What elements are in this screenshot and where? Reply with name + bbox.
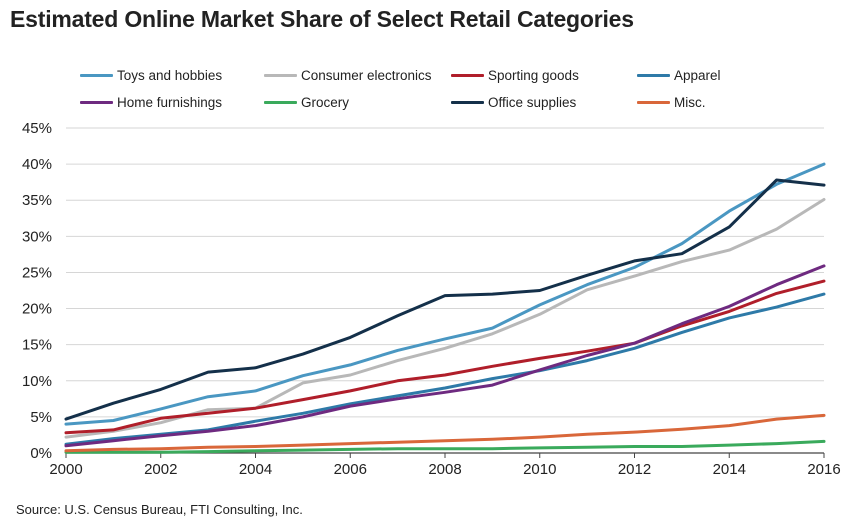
series-line-misc — [64, 413, 826, 453]
x-tick-label: 2002 — [144, 461, 177, 478]
x-tick-label: 2014 — [713, 461, 746, 478]
y-tick-label: 10% — [22, 373, 52, 390]
source-note: Source: U.S. Census Bureau, FTI Consulti… — [16, 502, 303, 517]
legend-label: Misc. — [674, 95, 706, 110]
legend-label: Toys and hobbies — [117, 68, 223, 83]
legend-swatch — [637, 74, 670, 77]
y-axis-ticks: 0% 5% 10% 15% 20% 25% 30% 35% 40% 45% — [22, 120, 52, 462]
legend-label: Grocery — [301, 95, 350, 110]
y-tick-label: 20% — [22, 301, 52, 318]
gridlines — [66, 127, 824, 454]
series-line-toys-and-hobbies — [64, 162, 826, 426]
legend-item-apparel: Apparel — [637, 68, 721, 83]
y-tick-label: 25% — [22, 264, 52, 281]
x-tick-label: 2008 — [428, 461, 461, 478]
series-line-office-supplies — [64, 178, 826, 421]
legend-label: Consumer electronics — [301, 68, 432, 83]
y-tick-label: 30% — [22, 228, 52, 245]
x-tick-label: 2006 — [334, 461, 367, 478]
y-tick-label: 5% — [30, 409, 52, 426]
y-tick-label: 45% — [22, 120, 52, 137]
legend-swatch — [451, 101, 484, 104]
legend-swatch — [80, 74, 113, 77]
legend-item-misc: Misc. — [637, 95, 706, 110]
x-tick-label: 2010 — [523, 461, 556, 478]
x-tick-label: 2016 — [807, 461, 840, 478]
legend-item-grocery: Grocery — [264, 95, 349, 110]
legend-swatch — [637, 101, 670, 104]
x-axis-ticks: 2000 2002 2004 2006 2008 2010 2012 2014 2016 — [49, 453, 841, 478]
x-tick-label: 2012 — [618, 461, 651, 478]
x-tick-label: 2004 — [239, 461, 272, 478]
legend-swatch — [80, 101, 113, 104]
legend-label: Sporting goods — [488, 68, 579, 83]
legend-item-home-furnishings: Home furnishings — [80, 95, 222, 110]
chart-title: Estimated Online Market Share of Select … — [10, 6, 634, 32]
y-tick-label: 0% — [30, 445, 52, 462]
series-lines — [64, 162, 826, 454]
series-line-sporting-goods — [64, 279, 826, 435]
legend-swatch — [451, 74, 484, 77]
series-line-home-furnishings — [64, 264, 826, 448]
legend-item-toys-and-hobbies: Toys and hobbies — [80, 68, 222, 83]
y-tick-label: 15% — [22, 337, 52, 354]
legend-item-consumer-electronics: Consumer electronics — [264, 68, 432, 83]
legend-item-sporting-goods: Sporting goods — [451, 68, 579, 83]
legend-label: Apparel — [674, 68, 721, 83]
legend-swatch — [264, 74, 297, 77]
legend-label: Office supplies — [488, 95, 577, 110]
series-line-grocery — [64, 439, 826, 454]
legend-item-office-supplies: Office supplies — [451, 95, 576, 110]
y-tick-label: 40% — [22, 156, 52, 173]
y-tick-label: 35% — [22, 192, 52, 209]
legend-label: Home furnishings — [117, 95, 223, 110]
x-tick-label: 2000 — [49, 461, 82, 478]
legend-swatch — [264, 101, 297, 104]
